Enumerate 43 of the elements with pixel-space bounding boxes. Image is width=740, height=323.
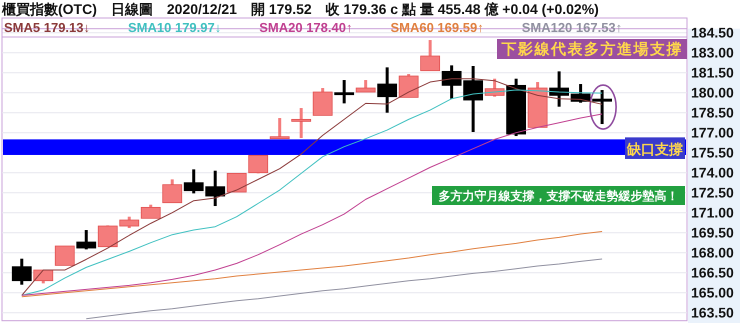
- candlestick: [312, 88, 333, 116]
- candlestick: [140, 204, 161, 219]
- y-tick-label: 166.50: [691, 264, 734, 281]
- candlestick: [98, 225, 118, 248]
- candlestick: [291, 108, 312, 138]
- y-tick-label: 171.00: [691, 204, 734, 221]
- text: SMA5 179.13↓: [4, 20, 90, 35]
- y-tick-label: 169.50: [691, 224, 734, 241]
- text: SMA10 179.97↓: [128, 20, 222, 35]
- band-label: 缺口支撐: [626, 140, 683, 157]
- candlestick: [119, 216, 140, 228]
- chart-title: 櫃買指數(OTC) 日線圖 2020/12/21 開 179.52 收 179.36 c 點 量 455.48 億 +0.04 (+0.02%): [1, 1, 599, 17]
- candlestick: [420, 40, 440, 72]
- line-series: [86, 258, 603, 320]
- y-tick-label: 174.00: [691, 164, 734, 181]
- line-series: [21, 231, 603, 298]
- y-tick-label: 165.00: [691, 284, 734, 301]
- annotation: 多方力守月線支撐，支撐不破走勢緩步墊高！: [438, 189, 678, 203]
- y-tick-label: 181.50: [691, 64, 734, 81]
- text: SMA60 169.59↑: [390, 20, 484, 35]
- y-tick-label: 177.00: [691, 124, 734, 141]
- y-tick-label: 163.50: [691, 304, 734, 321]
- candlestick: [226, 172, 247, 192]
- candlestick: [205, 170, 226, 206]
- candlestick: [76, 230, 96, 250]
- text: SMA20 178.40↑: [259, 20, 352, 35]
- candlestick: [248, 154, 268, 174]
- candlestick: [398, 74, 419, 98]
- candlestick: [377, 67, 398, 113]
- y-tick-label: 184.50: [691, 24, 734, 41]
- candlestick: [592, 90, 612, 124]
- candlestick: [54, 246, 75, 266]
- y-tick-label: 172.50: [691, 184, 734, 201]
- annotation: 下影線代表多方進場支撐: [500, 40, 683, 58]
- y-tick-label: 183.00: [691, 44, 734, 61]
- candlestick: [162, 179, 182, 204]
- candlestick: [184, 169, 204, 194]
- y-tick-label: 175.50: [691, 144, 734, 161]
- candlestick: [356, 80, 376, 92]
- candlestick: [12, 258, 32, 285]
- y-tick-label: 180.00: [691, 84, 734, 101]
- y-tick-label: 168.00: [691, 244, 734, 261]
- y-tick-label: 178.50: [691, 104, 734, 121]
